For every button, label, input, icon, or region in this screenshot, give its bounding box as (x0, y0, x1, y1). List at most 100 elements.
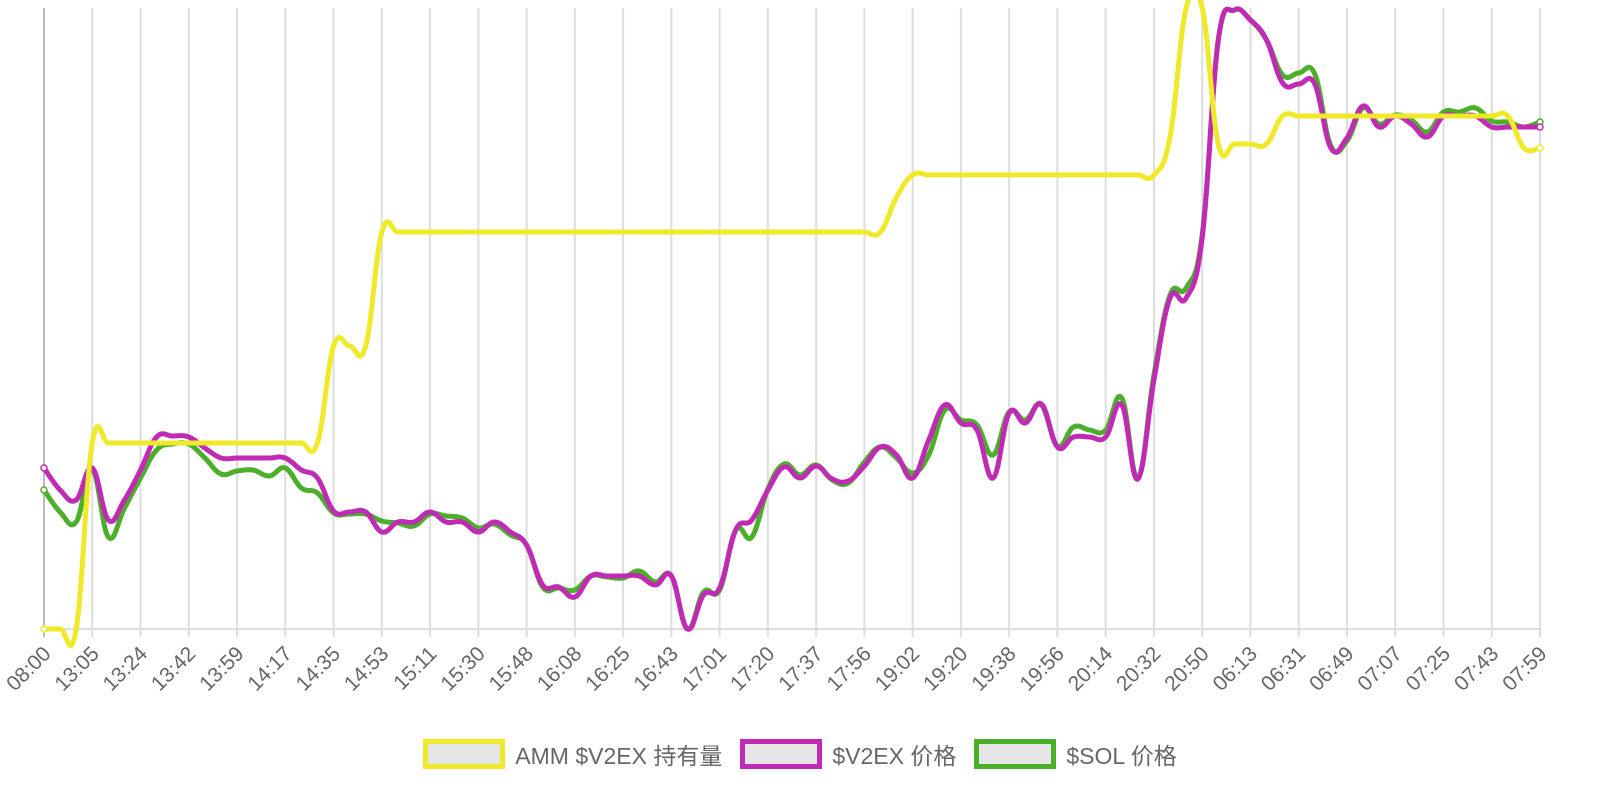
point (653, 582, 658, 588)
legend-swatch (974, 739, 1057, 769)
point (1151, 377, 1157, 383)
point (1135, 476, 1141, 482)
point (588, 229, 594, 235)
point (1264, 141, 1269, 147)
point (894, 194, 899, 200)
x-tick-label: 13:05 (50, 642, 103, 695)
point (1344, 135, 1350, 141)
legend: AMM $V2EX 持有量 $V2EX 价格 $SOL 价格 (0, 737, 1600, 771)
point (701, 592, 706, 598)
point (234, 468, 240, 474)
point (1199, 235, 1205, 241)
point (1167, 134, 1173, 140)
point (57, 626, 63, 632)
point (1183, 285, 1189, 291)
point (1071, 424, 1076, 430)
point (733, 527, 738, 533)
legend-item[interactable]: $SOL 价格 (974, 737, 1177, 771)
point (1183, 295, 1189, 301)
point (1328, 145, 1334, 151)
x-tick-label: 16:43 (629, 642, 682, 695)
point (1376, 113, 1382, 119)
point (1183, 5, 1189, 11)
point (717, 585, 722, 591)
point (234, 455, 240, 461)
x-tick-label: 20:50 (1160, 642, 1213, 695)
point (250, 455, 256, 461)
series-line (41, 6, 1541, 632)
point (476, 529, 481, 535)
x-tick-label: 07:07 (1353, 642, 1406, 695)
point (218, 440, 224, 446)
point (1248, 141, 1253, 147)
point (154, 447, 159, 453)
point (1536, 144, 1544, 152)
point (1199, 5, 1205, 11)
point (1248, 17, 1253, 23)
x-tick-label: 14:35 (292, 642, 345, 695)
point (1376, 124, 1382, 130)
point (1135, 172, 1141, 178)
point (1312, 71, 1318, 77)
point (315, 440, 320, 446)
point (363, 343, 368, 349)
point (540, 582, 545, 588)
point (1457, 113, 1462, 119)
x-tick-label: 13:59 (195, 642, 248, 695)
point (588, 573, 594, 579)
x-tick-label: 19:02 (871, 642, 924, 695)
legend-item[interactable]: AMM $V2EX 持有量 (423, 737, 722, 771)
point (765, 229, 771, 235)
point (459, 515, 465, 521)
x-tick-label: 06:13 (1209, 642, 1262, 695)
x-tick-label: 07:59 (1498, 642, 1551, 695)
x-tick-label: 06:49 (1305, 642, 1358, 695)
point (266, 455, 272, 461)
x-tick-label: 16:08 (533, 642, 586, 695)
point (862, 463, 867, 469)
point (781, 464, 787, 470)
point (1264, 37, 1269, 43)
point (1006, 410, 1012, 416)
x-tick-label: 15:30 (436, 642, 489, 695)
point (202, 440, 208, 446)
x-tick-label: 17:37 (774, 642, 827, 695)
point (73, 626, 79, 632)
point (1344, 113, 1350, 119)
point (283, 465, 288, 471)
point (990, 475, 996, 481)
point (266, 440, 272, 446)
point (926, 437, 931, 443)
point (1441, 113, 1446, 119)
point (315, 475, 320, 481)
point (476, 229, 481, 235)
point (427, 229, 433, 235)
point (1392, 113, 1398, 119)
point (829, 476, 835, 482)
point (1505, 113, 1511, 119)
point (636, 573, 642, 579)
point (781, 229, 787, 235)
point (910, 475, 915, 481)
legend-item[interactable]: $V2EX 价格 (740, 737, 956, 771)
point (1536, 123, 1544, 131)
point (1216, 141, 1221, 147)
point (202, 445, 208, 451)
point (1087, 427, 1092, 433)
point (459, 519, 465, 525)
x-tick-label: 20:32 (1112, 642, 1165, 695)
point (411, 519, 417, 525)
point (492, 229, 497, 235)
point (186, 440, 192, 446)
point (604, 573, 610, 579)
point (186, 434, 192, 440)
point (379, 518, 385, 524)
point (958, 172, 964, 178)
point (218, 471, 224, 477)
point (974, 427, 980, 433)
point (958, 420, 964, 426)
x-tick-label: 19:38 (967, 642, 1020, 695)
legend-swatch (740, 739, 823, 769)
point (1296, 113, 1301, 119)
point (1232, 7, 1237, 13)
